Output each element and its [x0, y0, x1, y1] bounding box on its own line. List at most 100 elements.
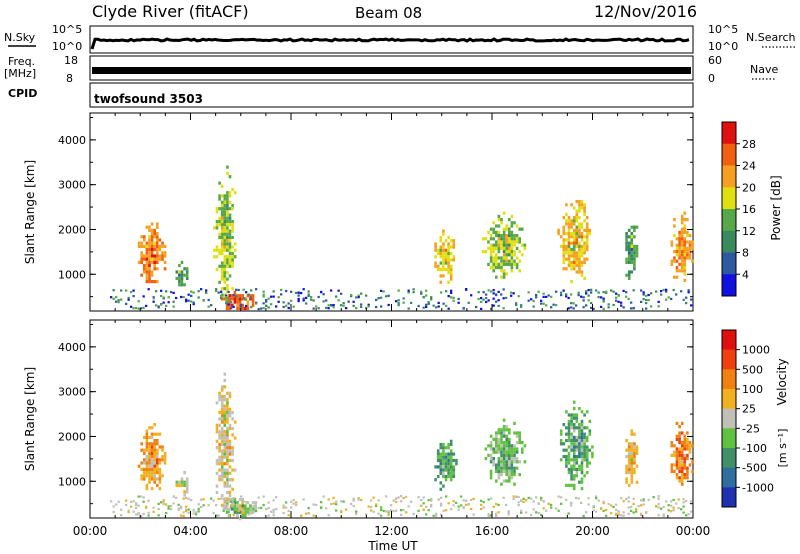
velocity-colorbar-tick: -1000: [742, 481, 774, 494]
x-tick-label: 00:00: [73, 524, 108, 538]
station-title: Clyde River (fitACF): [92, 2, 249, 21]
power-echo-region: [213, 165, 237, 304]
power-colorbar-label: Power [dB]: [769, 175, 783, 240]
power-colorbar-tick: 20: [742, 181, 756, 194]
noise-panel: N.Sky 10^5 10^0 10^5 10^0 N.Search: [4, 23, 796, 54]
power-colorbar-tick: 16: [742, 203, 756, 216]
power-colorbar: 28 24 20 16 12 8 4 Power [dB]: [721, 121, 783, 297]
noise-tick-right-top: 10^5: [708, 23, 738, 36]
velocity-echo-region: [215, 372, 237, 511]
cpid-value: twofsound 3503: [94, 92, 203, 106]
power-colorbar-tick: 28: [742, 138, 756, 151]
velocity-near-range-scatter: [110, 495, 693, 518]
x-tick-label: 12:00: [374, 524, 409, 538]
velocity-colorbar-tick: 100: [742, 383, 763, 396]
power-plot-area: [89, 112, 694, 312]
velocity-y-tick-label: 1000: [58, 475, 86, 488]
velocity-colorbar-segment: [722, 389, 736, 410]
velocity-colorbar-segment: [722, 487, 736, 508]
power-colorbar-segment: [722, 230, 736, 253]
nsearch-label: N.Search: [746, 31, 796, 44]
power-colorbar-tick: 8: [742, 247, 749, 260]
power-colorbar-segment: [722, 252, 736, 275]
power-y-tick-label: 4000: [58, 134, 86, 147]
velocity-colorbar-tick: 500: [742, 363, 763, 376]
power-colorbar-segment: [722, 187, 736, 210]
velocity-colorbar-segment: [722, 408, 736, 429]
nsky-trace: [90, 37, 690, 50]
power-y-ticks: 1000 2000 3000 4000: [58, 116, 693, 298]
power-echo-region: [670, 211, 694, 282]
velocity-y-tick-label: 3000: [58, 386, 86, 399]
noise-tick-right-bottom: 10^0: [708, 40, 738, 53]
velocity-colorbar-tick: -25: [742, 422, 760, 435]
power-y-tick-label: 1000: [58, 268, 86, 281]
power-colorbar-tick: 12: [742, 225, 756, 238]
velocity-echo-region: [625, 429, 639, 487]
power-colorbar-segment: [722, 274, 736, 297]
velocity-ylabel: Slant Range [km]: [23, 367, 37, 471]
velocity-colorbar-tick: 25: [742, 403, 756, 416]
freq-unit: [MHz]: [4, 67, 36, 80]
velocity-echo-region: [175, 471, 189, 497]
power-x-ticks: [89, 113, 694, 311]
velocity-colorbar-tick: -100: [742, 442, 767, 455]
velocity-echo-region: [559, 400, 594, 491]
velocity-echo-marks: [110, 372, 694, 521]
freq-panel: Freq. [MHz] 18 8 60 0 Nave: [4, 54, 778, 85]
x-tick-label: 16:00: [475, 524, 510, 538]
x-tick-label: 20:00: [575, 524, 610, 538]
velocity-colorbar-segment: [722, 330, 736, 351]
velocity-colorbar-segment: [722, 448, 736, 469]
power-echo-region: [625, 225, 639, 280]
velocity-colorbar-segment: [722, 369, 736, 390]
power-colorbar-segment: [722, 165, 736, 188]
cpid-panel: CPID twofsound 3503: [8, 82, 694, 108]
nave-label: Nave: [750, 63, 778, 76]
velocity-colorbar-label: Velocity: [775, 358, 789, 405]
velocity-colorbar-segment: [722, 349, 736, 370]
power-y-tick-label: 3000: [58, 179, 86, 192]
velocity-colorbar-tick: 1000: [742, 344, 770, 357]
beam-title: Beam 08: [355, 4, 422, 22]
nsky-label: N.Sky: [4, 31, 36, 44]
power-echo-region: [434, 229, 456, 284]
power-near-range-scatter: [110, 288, 693, 311]
power-echo-region: [175, 260, 189, 287]
nave-tick-top: 60: [708, 54, 722, 67]
power-echo-region: [557, 200, 592, 284]
velocity-echo-region: [670, 421, 694, 486]
power-colorbar-segment: [722, 143, 736, 166]
power-panel: 1000 2000 3000 4000 Slant Range [km]: [23, 112, 694, 312]
nave-tick-bottom: 0: [708, 72, 715, 85]
velocity-echo-region: [137, 423, 167, 491]
power-ylabel: Slant Range [km]: [23, 160, 37, 264]
x-tick-label: 00:00: [676, 524, 711, 538]
velocity-y-tick-label: 2000: [58, 430, 86, 443]
velocity-panel: 1000 2000 3000 4000 Slant Range [km]: [23, 319, 694, 521]
velocity-plot-area: [89, 319, 694, 519]
velocity-echo-region: [484, 418, 527, 486]
cpid-label: CPID: [8, 87, 37, 100]
x-axis-title: Time UT: [367, 539, 418, 553]
power-echo-marks: [110, 165, 694, 311]
freq-tick-bottom: 8: [66, 72, 73, 85]
freq-tick-top: 18: [64, 54, 78, 67]
power-y-tick-label: 2000: [58, 223, 86, 236]
velocity-colorbar-segment: [722, 467, 736, 488]
velocity-colorbar-segment: [722, 428, 736, 449]
power-colorbar-tick: 24: [742, 160, 756, 173]
power-colorbar-segment: [722, 209, 736, 232]
x-tick-label: 04:00: [173, 524, 208, 538]
velocity-echo-region: [434, 439, 458, 491]
power-echo-region: [481, 211, 527, 279]
velocity-y-tick-label: 4000: [58, 341, 86, 354]
power-colorbar-tick: 4: [742, 268, 749, 281]
power-echo-region: [137, 222, 167, 284]
date-title: 12/Nov/2016: [594, 2, 697, 21]
velocity-colorbar-tick: -500: [742, 462, 767, 475]
freq-label: Freq.: [8, 55, 35, 68]
power-colorbar-segment: [722, 122, 736, 145]
velocity-colorbar: 1000 500 100 25 -25 -100 -500 -1000 Velocity [m…: [721, 329, 789, 508]
